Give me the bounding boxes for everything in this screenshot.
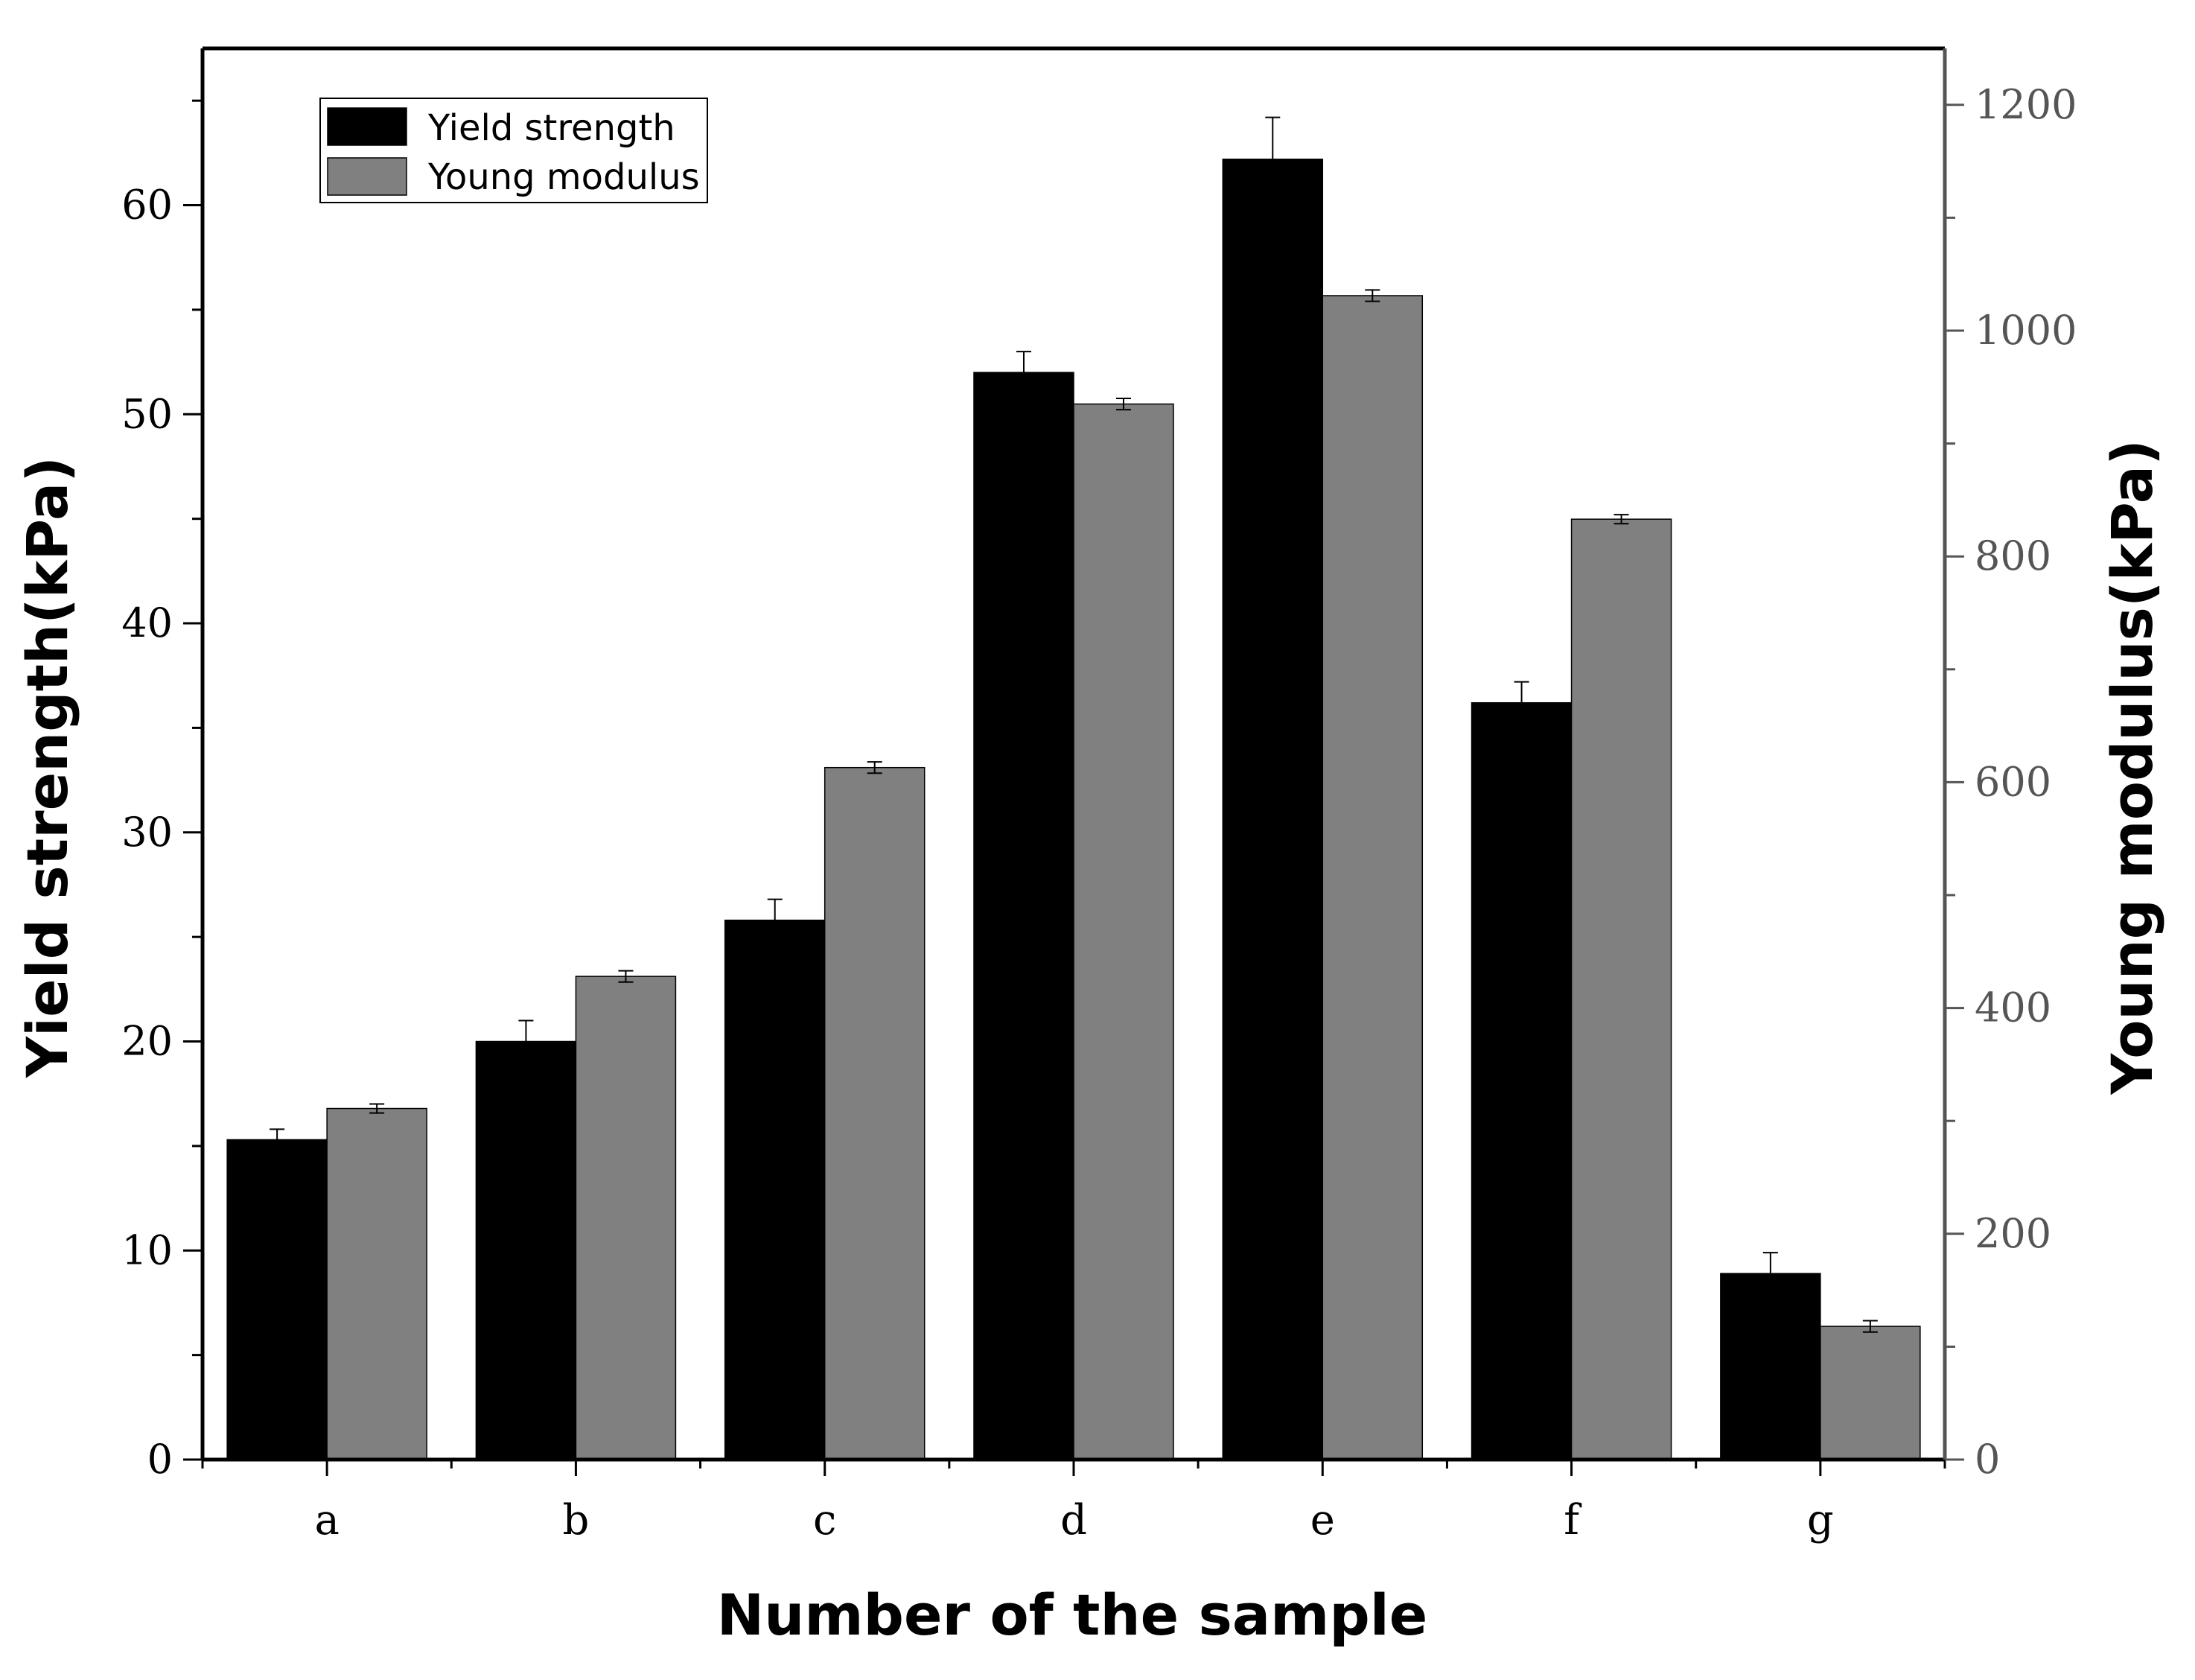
- bar-yield-e: [1222, 159, 1324, 1460]
- legend-swatch-young: [327, 157, 407, 196]
- y2-axis-title: Young modulus(kPa): [2099, 439, 2165, 1095]
- bars-group: [226, 159, 1921, 1460]
- y-tick-label-30: 30: [121, 809, 173, 856]
- y2-tick-label-1000: 1000: [1975, 307, 2077, 354]
- bar-yield-b: [475, 1040, 577, 1460]
- y-tick-label-50: 50: [121, 390, 173, 437]
- legend-swatch-yield: [327, 107, 407, 146]
- bar-yield-c: [724, 919, 826, 1460]
- legend-label-yield: Yield strength: [427, 107, 675, 149]
- bar-yield-f: [1471, 701, 1573, 1460]
- x-tick-label-a: a: [314, 1496, 339, 1544]
- y-tick-label-10: 10: [121, 1226, 173, 1273]
- y2-tick-label-0: 0: [1975, 1436, 2000, 1483]
- legend-label-young: Young modulus: [427, 156, 700, 198]
- x-tick-label-f: f: [1564, 1496, 1582, 1544]
- bar-young-a: [326, 1107, 427, 1460]
- axes-group: a b c d e f g010203040506002004006008001000120…: [121, 46, 2077, 1544]
- x-axis-title: Number of the sample: [717, 1582, 1428, 1648]
- y2-tick-label-600: 600: [1975, 758, 2051, 805]
- bar-young-g: [1820, 1326, 1921, 1460]
- x-tick-label-g: g: [1807, 1496, 1834, 1544]
- legend: Yield strength Young modulus: [319, 98, 708, 203]
- x-tick-label-d: d: [1060, 1496, 1087, 1544]
- x-tick-label-c: c: [813, 1496, 836, 1544]
- y-tick-label-0: 0: [147, 1436, 173, 1483]
- bar-yield-a: [226, 1139, 328, 1460]
- bar-young-f: [1570, 518, 1672, 1460]
- bar-young-e: [1322, 295, 1424, 1460]
- y2-tick-label-400: 400: [1975, 984, 2051, 1031]
- y2-tick-label-800: 800: [1975, 532, 2051, 579]
- y2-tick-label-1200: 1200: [1975, 81, 2077, 128]
- bar-yield-d: [973, 372, 1074, 1460]
- bar-young-c: [823, 766, 926, 1460]
- y2-tick-label-200: 200: [1975, 1210, 2051, 1257]
- y-tick-label-60: 60: [121, 182, 173, 229]
- bar-young-d: [1073, 403, 1174, 1460]
- bar-young-b: [575, 976, 677, 1460]
- y-tick-label-40: 40: [121, 599, 173, 646]
- error-bars-group: [270, 116, 1878, 1333]
- y-axis-title: Yield strength(kPa): [14, 456, 80, 1078]
- x-tick-label-e: e: [1310, 1496, 1335, 1544]
- x-tick-label-b: b: [562, 1496, 589, 1544]
- bar-yield-g: [1720, 1273, 1821, 1460]
- y-tick-label-20: 20: [121, 1018, 173, 1065]
